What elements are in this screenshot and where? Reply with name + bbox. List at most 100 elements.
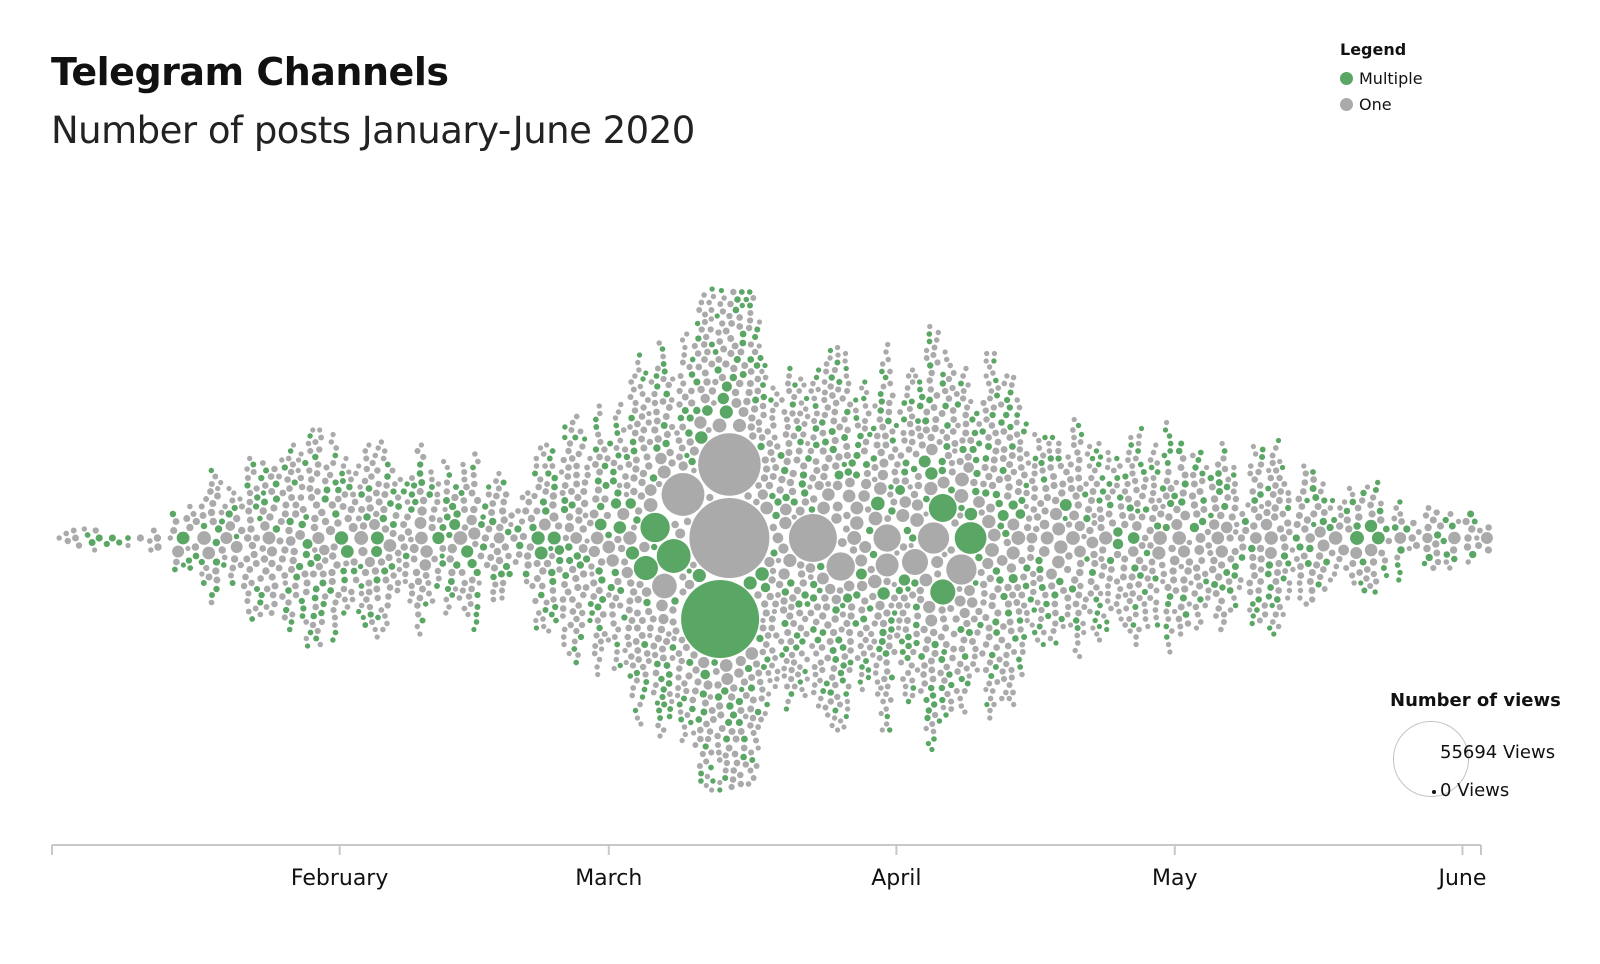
- point-multiple: [809, 594, 818, 602]
- point-one: [1165, 616, 1172, 622]
- point-one: [797, 570, 806, 578]
- point-one: [1028, 477, 1036, 485]
- point-multiple: [725, 718, 733, 727]
- point-multiple: [208, 591, 216, 599]
- point-one: [285, 455, 292, 462]
- point-one: [285, 536, 296, 546]
- point-one: [969, 638, 976, 645]
- point-one: [1181, 471, 1189, 479]
- point-one: [826, 637, 834, 646]
- point-multiple: [1099, 488, 1107, 495]
- point-one: [939, 615, 948, 623]
- point-one: [1310, 476, 1317, 483]
- point-one: [796, 561, 805, 569]
- point-multiple: [721, 687, 729, 695]
- point-multiple: [814, 636, 822, 644]
- point-one: [706, 493, 714, 502]
- point-one: [1406, 545, 1412, 552]
- point-multiple: [710, 778, 716, 784]
- point-one: [858, 490, 870, 502]
- point-one: [404, 499, 411, 505]
- point-one: [653, 417, 661, 425]
- point-one: [1086, 526, 1094, 535]
- point-one: [1033, 525, 1040, 533]
- point-one: [878, 710, 884, 717]
- point-one: [1076, 559, 1085, 568]
- point-one: [431, 555, 438, 563]
- point-multiple: [855, 441, 862, 449]
- point-one: [306, 485, 314, 492]
- point-one: [592, 461, 599, 468]
- point-multiple: [852, 471, 861, 479]
- point-multiple: [1089, 455, 1096, 462]
- point-one: [259, 460, 266, 466]
- point-one: [592, 495, 600, 503]
- point-one: [493, 478, 499, 484]
- point-multiple: [471, 626, 477, 633]
- point-multiple: [283, 606, 290, 614]
- point-one: [871, 620, 878, 627]
- point-one: [804, 413, 811, 420]
- point-one: [982, 666, 990, 674]
- point-one: [696, 307, 703, 313]
- point-one: [769, 662, 775, 669]
- point-one: [237, 526, 246, 535]
- point-one: [1448, 531, 1461, 545]
- point-one: [1314, 502, 1322, 511]
- point-one: [311, 514, 319, 523]
- point-one: [620, 427, 627, 433]
- point-one: [1376, 516, 1385, 524]
- point-one: [378, 439, 385, 445]
- point-multiple: [1021, 634, 1028, 640]
- point-one: [979, 580, 988, 589]
- point-one: [899, 543, 908, 551]
- point-one: [394, 494, 402, 501]
- point-one: [1076, 456, 1083, 464]
- point-multiple: [891, 610, 898, 616]
- point-one: [622, 473, 629, 480]
- point-one: [417, 506, 427, 516]
- point-multiple: [1167, 448, 1174, 454]
- point-one: [1015, 608, 1023, 615]
- point-one: [778, 543, 789, 554]
- point-multiple: [1161, 452, 1168, 459]
- point-multiple: [800, 489, 809, 497]
- point-multiple: [939, 696, 946, 704]
- point-one: [448, 568, 456, 577]
- point-one: [334, 495, 342, 503]
- point-one: [782, 431, 790, 438]
- point-multiple: [847, 659, 854, 666]
- point-multiple: [689, 705, 696, 713]
- point-one: [1279, 534, 1288, 542]
- point-one: [385, 553, 393, 562]
- point-one: [1381, 557, 1389, 564]
- point-one: [268, 487, 276, 496]
- point-multiple: [904, 654, 911, 662]
- point-one: [745, 388, 753, 397]
- point-multiple: [1096, 623, 1103, 630]
- point-multiple: [692, 568, 706, 583]
- point-one: [805, 440, 811, 447]
- point-one: [597, 558, 606, 566]
- point-one: [1063, 468, 1070, 476]
- point-multiple: [658, 675, 665, 683]
- point-multiple: [1167, 440, 1174, 447]
- point-one: [1036, 445, 1043, 451]
- point-multiple: [1093, 448, 1100, 454]
- point-one: [1188, 492, 1197, 500]
- point-one: [765, 670, 772, 676]
- point-one: [1138, 541, 1146, 550]
- point-one: [767, 677, 773, 684]
- point-one: [199, 512, 207, 519]
- point-multiple: [744, 664, 753, 673]
- point-multiple: [975, 553, 983, 562]
- point-one: [297, 474, 305, 482]
- point-one: [567, 621, 574, 629]
- point-one: [581, 479, 589, 486]
- point-one: [1148, 567, 1156, 575]
- point-one: [1074, 501, 1083, 509]
- point-one: [976, 421, 983, 427]
- point-multiple: [832, 656, 840, 663]
- point-one: [638, 631, 646, 640]
- point-multiple: [116, 539, 123, 546]
